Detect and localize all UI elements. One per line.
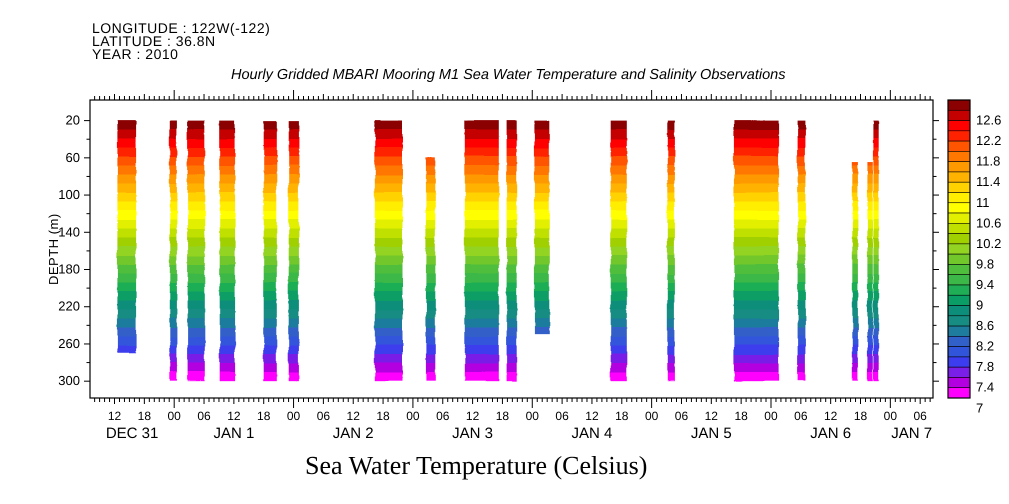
svg-text:00: 00 (884, 409, 898, 423)
svg-text:00: 00 (526, 409, 540, 423)
svg-text:12: 12 (347, 409, 361, 423)
svg-text:18: 18 (376, 409, 390, 423)
svg-text:00: 00 (168, 409, 182, 423)
svg-text:18: 18 (138, 409, 152, 423)
svg-text:06: 06 (675, 409, 689, 423)
svg-text:JAN 3: JAN 3 (452, 425, 493, 442)
svg-text:DEC 31: DEC 31 (106, 425, 159, 442)
svg-text:18: 18 (257, 409, 271, 423)
svg-text:300: 300 (58, 373, 80, 388)
svg-text:11: 11 (976, 195, 990, 210)
svg-text:220: 220 (58, 299, 80, 314)
svg-text:JAN 5: JAN 5 (691, 425, 732, 442)
svg-text:12: 12 (466, 409, 480, 423)
svg-text:12.2: 12.2 (976, 133, 1001, 148)
svg-text:00: 00 (764, 409, 778, 423)
svg-text:18: 18 (854, 409, 868, 423)
svg-text:06: 06 (914, 409, 928, 423)
svg-text:12: 12 (705, 409, 719, 423)
svg-text:06: 06 (555, 409, 569, 423)
svg-text:06: 06 (436, 409, 450, 423)
svg-text:7.4: 7.4 (976, 380, 994, 395)
svg-text:JAN 4: JAN 4 (572, 425, 613, 442)
svg-text:12: 12 (585, 409, 599, 423)
svg-text:00: 00 (645, 409, 659, 423)
svg-text:8.6: 8.6 (976, 318, 994, 333)
svg-text:JAN 7: JAN 7 (891, 425, 932, 442)
svg-text:60: 60 (66, 150, 80, 165)
svg-text:180: 180 (58, 262, 80, 277)
svg-text:18: 18 (615, 409, 629, 423)
svg-text:JAN 2: JAN 2 (333, 425, 374, 442)
svg-text:9.4: 9.4 (976, 277, 994, 292)
svg-text:06: 06 (317, 409, 331, 423)
svg-text:8.2: 8.2 (976, 339, 994, 354)
svg-text:JAN 1: JAN 1 (213, 425, 254, 442)
svg-text:20: 20 (66, 113, 80, 128)
svg-text:12: 12 (108, 409, 122, 423)
svg-text:11.4: 11.4 (976, 174, 1000, 189)
svg-text:00: 00 (287, 409, 301, 423)
svg-text:18: 18 (496, 409, 510, 423)
svg-text:06: 06 (197, 409, 211, 423)
svg-text:JAN 6: JAN 6 (810, 425, 851, 442)
svg-text:7: 7 (976, 400, 983, 415)
svg-text:9: 9 (976, 298, 983, 313)
svg-text:12.6: 12.6 (976, 113, 1001, 128)
svg-text:9.8: 9.8 (976, 256, 994, 271)
svg-text:260: 260 (58, 336, 80, 351)
svg-text:06: 06 (794, 409, 808, 423)
svg-text:7.8: 7.8 (976, 359, 994, 374)
svg-text:18: 18 (734, 409, 748, 423)
svg-text:140: 140 (58, 224, 80, 239)
svg-text:100: 100 (58, 187, 80, 202)
svg-text:10.2: 10.2 (976, 236, 1001, 251)
svg-text:10.6: 10.6 (976, 215, 1001, 230)
svg-text:12: 12 (227, 409, 241, 423)
svg-text:11.8: 11.8 (976, 154, 1000, 169)
svg-text:00: 00 (406, 409, 420, 423)
svg-text:12: 12 (824, 409, 838, 423)
